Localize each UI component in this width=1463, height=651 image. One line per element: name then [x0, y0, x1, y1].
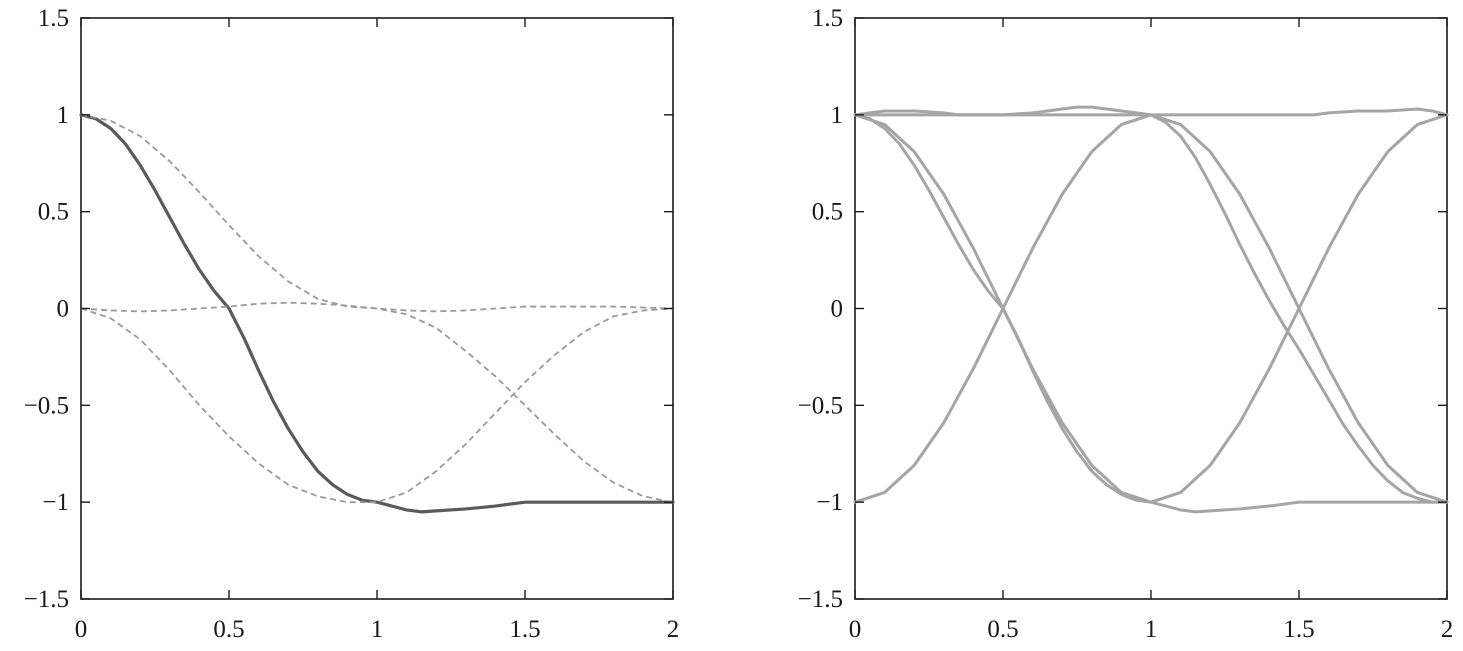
- x-tick-label: 1: [1145, 616, 1158, 643]
- y-tick-label: −0.5: [24, 392, 69, 419]
- plot-frame: [854, 17, 1448, 600]
- y-tick-label: −1: [42, 489, 69, 516]
- y-tick-label: 0: [57, 296, 70, 323]
- y-tick-label: 1.5: [812, 5, 843, 32]
- series-line-2: [853, 105, 1449, 504]
- x-tick-label: 1.5: [1283, 616, 1314, 643]
- series-line-4: [853, 113, 1449, 504]
- series-line-1: [79, 113, 675, 514]
- series-line-1: [853, 113, 1449, 514]
- y-tick-label: −1: [816, 489, 843, 516]
- series-line-2: [80, 113, 674, 504]
- x-tick-label: 0: [849, 616, 862, 643]
- series-line-3: [80, 307, 674, 504]
- y-tick-label: 0.5: [812, 199, 843, 226]
- x-tick-label: 0.5: [987, 616, 1018, 643]
- y-tick-label: 1.5: [38, 5, 69, 32]
- y-tick-label: 1: [831, 102, 844, 129]
- x-tick-label: 0: [75, 616, 88, 643]
- x-tick-label: 1: [371, 616, 384, 643]
- y-tick-label: −0.5: [798, 392, 843, 419]
- y-tick-label: 0: [831, 296, 844, 323]
- right-plot-panel: 0 0.5 1 1.5 2 1.5 1 0.5 0 −0.5 −1 −1.5: [798, 5, 1454, 643]
- series-line-4: [80, 301, 674, 313]
- y-tick-label: 1: [57, 102, 70, 129]
- x-tick-label: 1.5: [509, 616, 540, 643]
- left-plot-panel: 0 0.5 1 1.5 2 1.5 1 0.5 0 −0.5 −1 −1.5: [24, 5, 680, 643]
- x-tick-label: 2: [667, 616, 680, 643]
- x-tick-label: 2: [1441, 616, 1454, 643]
- y-tick-label: −1.5: [798, 586, 843, 613]
- y-tick-label: 0.5: [38, 199, 69, 226]
- y-tick-label: −1.5: [24, 586, 69, 613]
- x-tick-label: 0.5: [213, 616, 244, 643]
- series-line-5: [853, 107, 1449, 117]
